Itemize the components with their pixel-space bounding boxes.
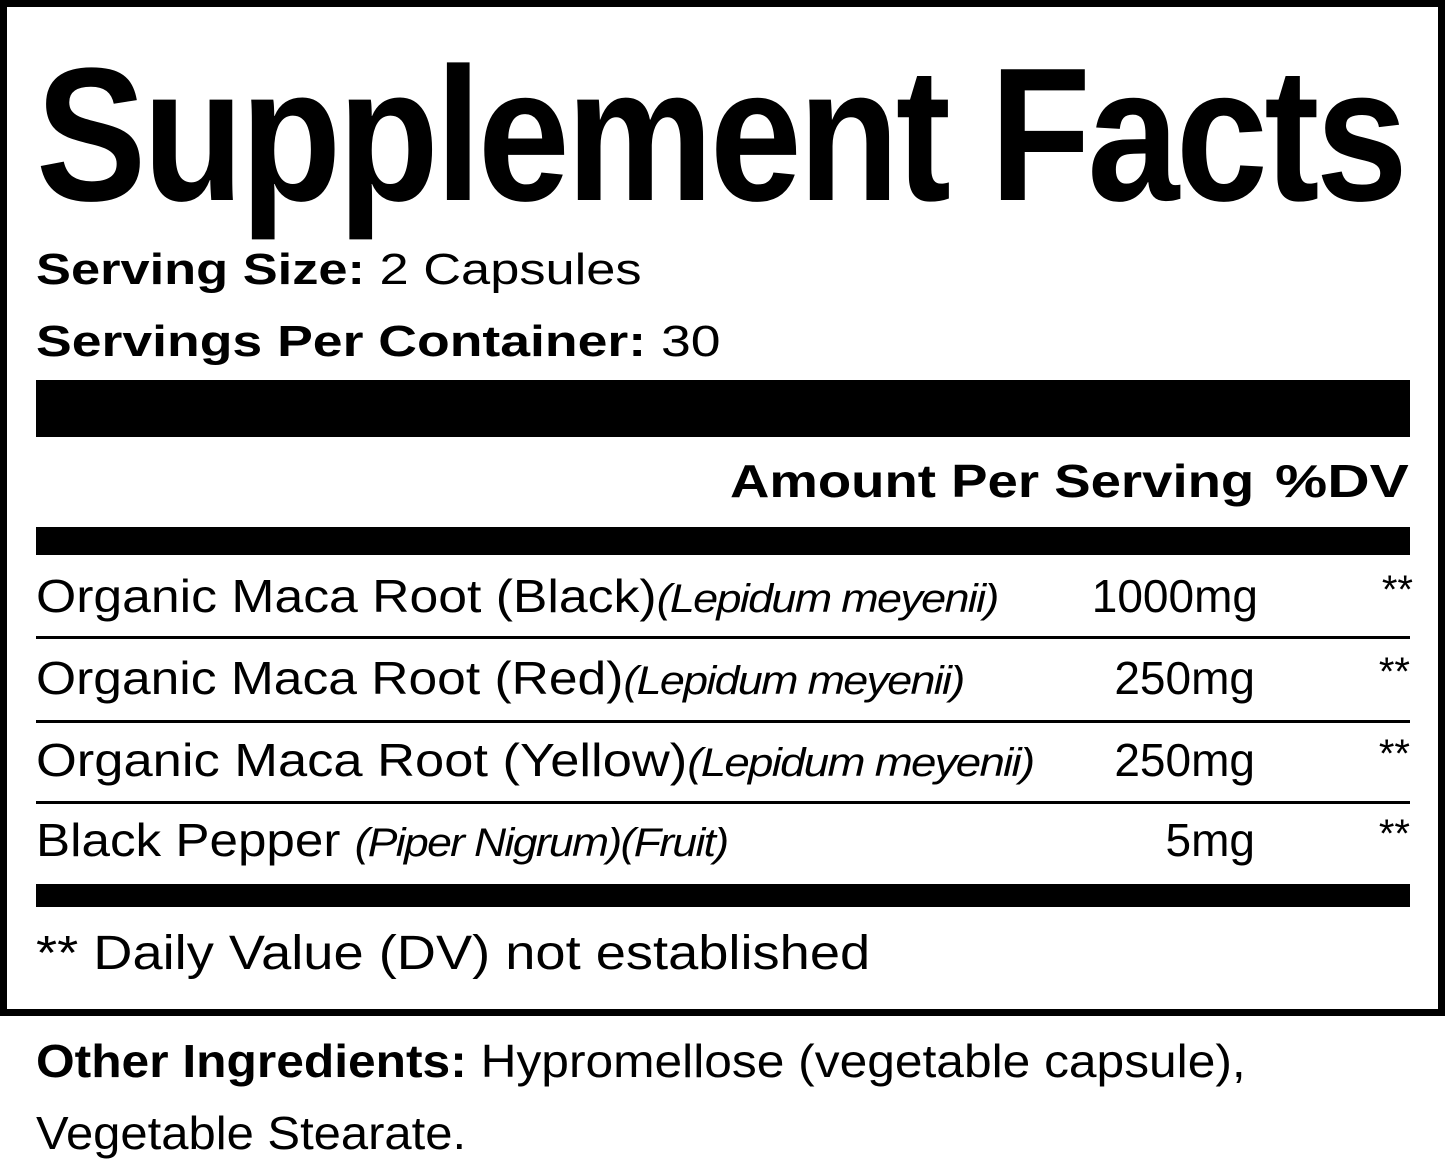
serving-size: Serving Size: 2 Capsules bbox=[36, 248, 642, 292]
other-ingredients-line1: Hypromellose (vegetable capsule), bbox=[466, 1035, 1246, 1087]
dv-footnote: ** Daily Value (DV) not established bbox=[36, 927, 871, 980]
ingredient-name: Organic Maca Root (Black) bbox=[36, 570, 657, 622]
ingredient-row-name: Organic Maca Root (Yellow)(Lepidum meyen… bbox=[36, 734, 1035, 786]
servings-per-container-label: Servings Per Container: bbox=[36, 317, 647, 366]
ingredient-latin: (Lepidum meyenii) bbox=[623, 659, 965, 703]
ingredient-dv: ** bbox=[1381, 568, 1413, 612]
thick-divider bbox=[36, 380, 1410, 437]
serving-size-value: 2 Capsules bbox=[379, 245, 642, 294]
bottom-divider bbox=[36, 884, 1410, 907]
ingredient-latin: (Lepidum meyenii) bbox=[656, 577, 1000, 621]
ingredient-name: Organic Maca Root (Red) bbox=[36, 652, 624, 704]
other-ingredients-line2: Vegetable Stearate. bbox=[36, 1107, 467, 1159]
ingredient-dv: ** bbox=[1378, 650, 1410, 694]
row-divider bbox=[36, 636, 1410, 639]
amount-per-serving-header: Amount Per Serving bbox=[730, 455, 1255, 507]
ingredient-amount: 1000mg bbox=[1091, 570, 1258, 622]
servings-per-container-value: 30 bbox=[660, 317, 721, 366]
ingredient-amount: 5mg bbox=[1165, 814, 1255, 866]
ingredient-amount: 250mg bbox=[1114, 734, 1255, 786]
ingredient-amount: 250mg bbox=[1114, 652, 1255, 704]
row-divider bbox=[36, 801, 1410, 804]
other-ingredients: Other Ingredients: Hypromellose (vegetab… bbox=[36, 1038, 1246, 1084]
panel-title: Supplement Facts bbox=[36, 29, 1408, 241]
ingredient-row-name: Organic Maca Root (Black)(Lepidum meyeni… bbox=[36, 570, 1000, 622]
servings-per-container: Servings Per Container: 30 bbox=[36, 320, 721, 364]
other-ingredients-label: Other Ingredients: bbox=[36, 1035, 467, 1087]
dv-header: %DV bbox=[1275, 455, 1409, 507]
serving-size-label: Serving Size: bbox=[36, 245, 365, 294]
ingredient-latin: (Piper Nigrum)(Fruit) bbox=[354, 821, 730, 865]
ingredient-latin: (Lepidum meyenii) bbox=[687, 741, 1035, 785]
ingredient-row-name: Black Pepper (Piper Nigrum)(Fruit) bbox=[36, 814, 730, 866]
ingredient-name: Black Pepper bbox=[36, 814, 355, 866]
ingredient-dv: ** bbox=[1378, 732, 1410, 776]
header-divider bbox=[36, 527, 1410, 555]
ingredient-name: Organic Maca Root (Yellow) bbox=[36, 734, 688, 786]
row-divider bbox=[36, 720, 1410, 723]
ingredient-row-name: Organic Maca Root (Red)(Lepidum meyenii) bbox=[36, 652, 965, 704]
ingredient-dv: ** bbox=[1378, 812, 1410, 856]
supplement-facts-panel bbox=[0, 0, 1445, 1016]
